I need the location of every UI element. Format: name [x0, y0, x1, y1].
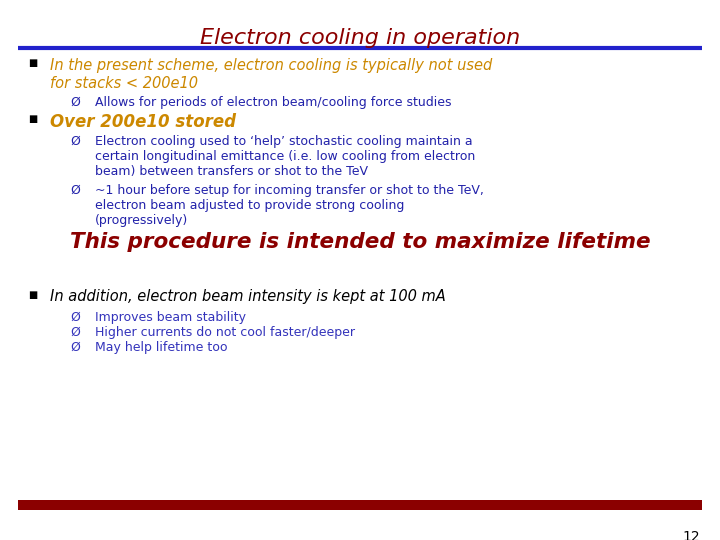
Text: 12: 12	[683, 530, 700, 540]
Bar	[18, 500, 702, 510]
Text: ■: ■	[28, 58, 37, 68]
Text: certain longitudinal emittance (i.e. low cooling from electron: certain longitudinal emittance (i.e. low…	[95, 150, 475, 163]
Text: This procedure is intended to maximize lifetime: This procedure is intended to maximize l…	[70, 232, 650, 252]
Text: ■: ■	[28, 114, 37, 124]
Text: Over 200e10 stored: Over 200e10 stored	[50, 113, 236, 131]
Text: ■: ■	[28, 290, 37, 300]
Text: Electron cooling in operation: Electron cooling in operation	[200, 28, 520, 48]
Text: Ø: Ø	[70, 326, 80, 339]
Text: In the present scheme, electron cooling is typically not used: In the present scheme, electron cooling …	[50, 58, 492, 73]
Text: Allows for periods of electron beam/cooling force studies: Allows for periods of electron beam/cool…	[95, 96, 451, 109]
Text: ~1 hour before setup for incoming transfer or shot to the TeV,: ~1 hour before setup for incoming transf…	[95, 184, 484, 197]
Text: beam) between transfers or shot to the TeV: beam) between transfers or shot to the T…	[95, 165, 368, 178]
Text: May help lifetime too: May help lifetime too	[95, 341, 228, 354]
Text: Higher currents do not cool faster/deeper: Higher currents do not cool faster/deepe…	[95, 326, 355, 339]
Text: Improves beam stability: Improves beam stability	[95, 311, 246, 324]
Text: (progressively): (progressively)	[95, 214, 188, 227]
Text: Ø: Ø	[70, 341, 80, 354]
Text: Ø: Ø	[70, 184, 80, 197]
Text: electron beam adjusted to provide strong cooling: electron beam adjusted to provide strong…	[95, 199, 405, 212]
Text: In addition, electron beam intensity is kept at 100 mA: In addition, electron beam intensity is …	[50, 289, 446, 304]
Text: Ø: Ø	[70, 135, 80, 148]
Text: Ø: Ø	[70, 311, 80, 324]
Text: Electron cooling used to ‘help’ stochastic cooling maintain a: Electron cooling used to ‘help’ stochast…	[95, 135, 472, 148]
Text: for stacks < 200e10: for stacks < 200e10	[50, 76, 198, 91]
Text: Ø: Ø	[70, 96, 80, 109]
